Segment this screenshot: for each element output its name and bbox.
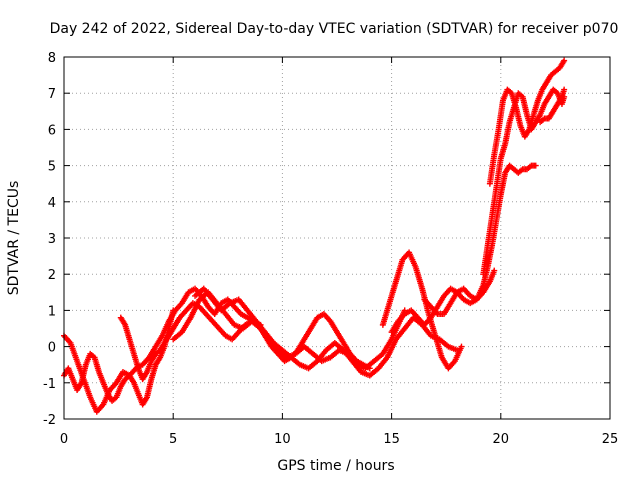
y-tick-label: 5 (48, 160, 56, 175)
data-point (532, 162, 539, 169)
y-tick-label: 7 (48, 87, 56, 102)
data-point (491, 267, 498, 274)
data-points (61, 57, 568, 415)
y-tick-label: 0 (48, 341, 56, 356)
y-axis-label: SDTVAR / TECUs (6, 181, 22, 296)
y-tick-label: -1 (43, 377, 56, 392)
y-tick-label: 8 (48, 51, 56, 66)
data-point (561, 57, 568, 64)
x-tick-label: 25 (602, 432, 619, 447)
y-tick-label: 1 (48, 304, 56, 319)
data-point (561, 86, 568, 93)
data-point (458, 343, 465, 350)
x-tick-label: 5 (169, 432, 177, 447)
x-tick-label: 20 (493, 432, 510, 447)
x-tick-label: 15 (383, 432, 400, 447)
x-axis-label: GPS time / hours (277, 458, 394, 474)
x-tick-label: 10 (274, 432, 291, 447)
ticks: 0 5 10 15 20 25 -2 -1 0 1 2 3 4 5 6 7 8 (43, 51, 618, 447)
y-tick-label: 2 (48, 268, 56, 283)
chart-title: Day 242 of 2022, Sidereal Day-to-day VTE… (50, 21, 619, 37)
y-tick-label: 4 (48, 196, 56, 211)
y-tick-label: 6 (48, 123, 56, 138)
y-tick-label: -2 (43, 413, 56, 428)
y-tick-label: 3 (48, 232, 56, 247)
x-tick-label: 0 (60, 432, 68, 447)
